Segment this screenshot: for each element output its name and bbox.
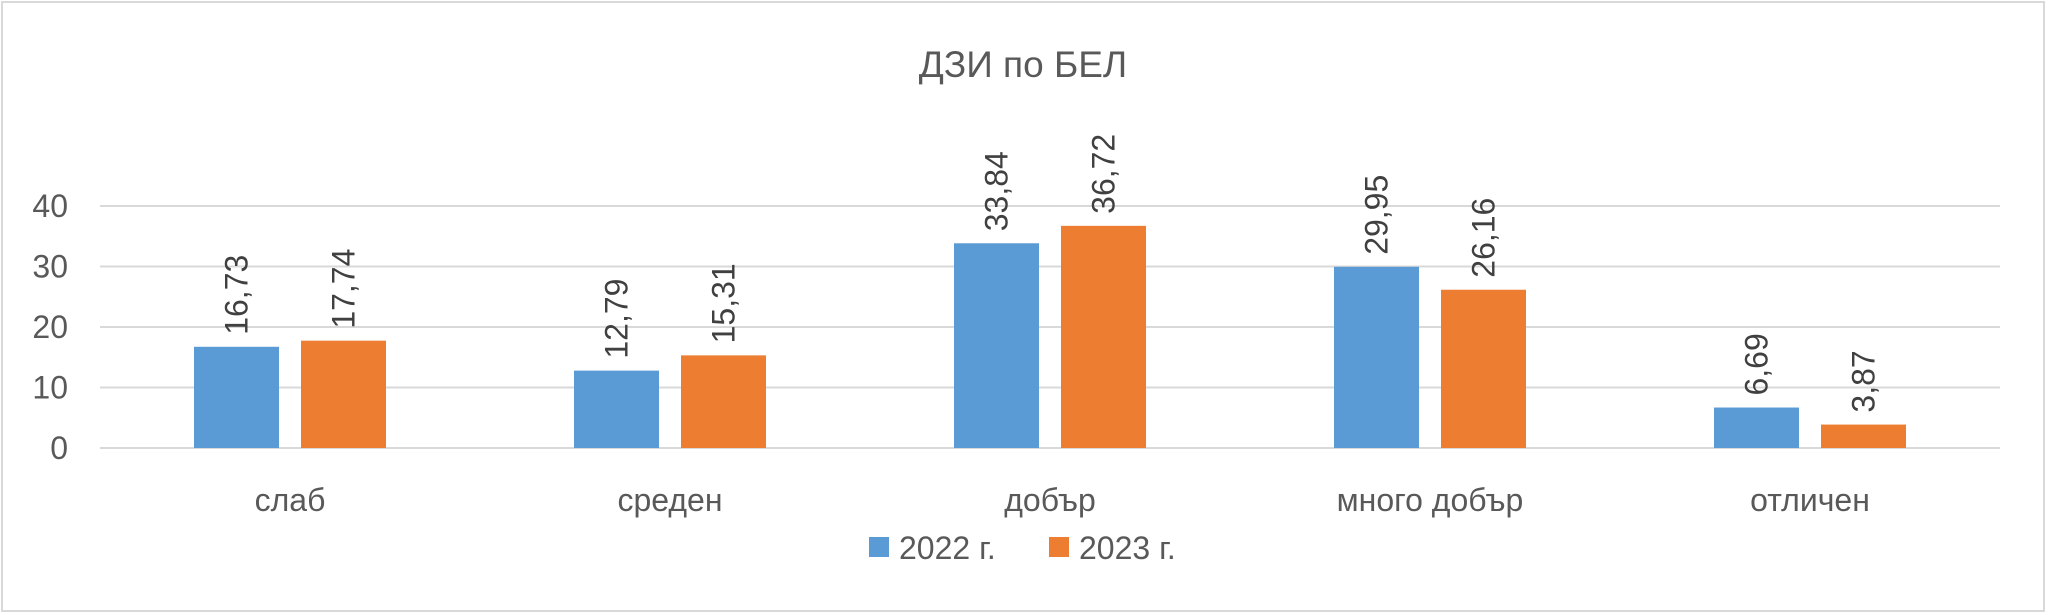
bar <box>1061 225 1146 448</box>
x-tick-label: много добър <box>1337 482 1524 518</box>
data-label: 33,84 <box>979 151 1015 231</box>
data-label: 12,79 <box>599 279 635 359</box>
data-label: 15,31 <box>706 263 742 343</box>
x-tick-label: слаб <box>255 482 326 518</box>
bar <box>1441 289 1526 448</box>
y-tick-label: 10 <box>32 370 68 406</box>
bar <box>681 355 766 448</box>
y-tick-label: 30 <box>32 249 68 285</box>
y-tick-label: 40 <box>32 188 68 224</box>
x-tick-label: добър <box>1004 482 1096 518</box>
legend-swatch <box>869 537 889 557</box>
legend: 2022 г. 2023 г. <box>869 530 1176 566</box>
legend-label: 2023 г. <box>1079 530 1176 566</box>
x-tick-label: среден <box>617 482 722 518</box>
chart-title: ДЗИ по БЕЛ <box>919 44 1127 85</box>
data-label: 17,74 <box>326 249 362 329</box>
data-label: 36,72 <box>1086 134 1122 214</box>
bar <box>1334 266 1419 448</box>
data-label: 16,73 <box>219 255 255 335</box>
x-tick-label: отличен <box>1750 482 1870 518</box>
bar <box>194 346 279 448</box>
bar <box>574 370 659 448</box>
data-label: 26,16 <box>1466 198 1502 278</box>
gridlines <box>100 205 2000 449</box>
data-label: 6,69 <box>1739 333 1775 395</box>
y-tick-label: 20 <box>32 309 68 345</box>
bar <box>1714 407 1799 448</box>
bar <box>1821 424 1906 448</box>
bar <box>954 243 1039 448</box>
y-axis-ticks: 0 10 20 30 40 <box>32 188 68 466</box>
bars <box>194 225 1906 448</box>
data-label: 29,95 <box>1359 175 1395 255</box>
data-labels: 16,73 17,74 12,79 15,31 33,84 36,72 29,95 26,16… <box>219 134 1882 413</box>
bar <box>301 340 386 448</box>
y-tick-label: 0 <box>50 430 68 466</box>
x-axis-ticks: слаб среден добър много добър отличен <box>255 482 1870 518</box>
data-label: 3,87 <box>1846 350 1882 412</box>
legend-swatch <box>1049 537 1069 557</box>
legend-label: 2022 г. <box>899 530 996 566</box>
